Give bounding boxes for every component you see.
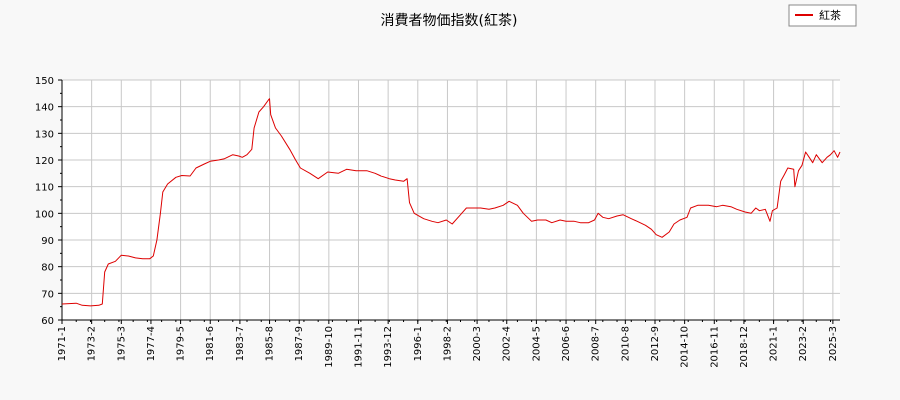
y-tick-label: 140 [35, 103, 54, 114]
x-tick-label: 2012-9 [650, 326, 661, 361]
x-axis: 1971-1 1973-2 1975-3 1977-4 1979-5 1981-6 1983… [57, 319, 840, 368]
y-tick-label: 70 [41, 289, 54, 300]
y-axis: 60 70 80 90 100 110 120 130 140 150 [35, 76, 63, 327]
x-tick-label: 2025-3 [828, 326, 839, 361]
y-tick-label: 100 [35, 209, 54, 220]
legend-label-tea: 紅茶 [819, 9, 841, 22]
x-tick-label: 2010-8 [620, 326, 631, 361]
x-tick-label: 1983-7 [235, 326, 246, 361]
x-tick-label: 1973-2 [87, 326, 98, 361]
plot-area [62, 80, 840, 320]
x-tick-label: 2006-6 [561, 326, 572, 361]
x-tick-label: 2002-4 [502, 326, 513, 361]
x-tick-label: 1985-8 [265, 326, 276, 361]
x-tick-label: 2018-12 [739, 326, 750, 368]
series-group [61, 98, 841, 307]
y-tick-label: 90 [41, 236, 54, 247]
x-tick-label: 2014-10 [680, 326, 691, 368]
x-tick-label: 1998-2 [442, 326, 453, 361]
chart-title: 消費者物価指数(紅茶) [381, 13, 518, 29]
grid [61, 79, 840, 321]
x-tick-label: 1979-5 [176, 326, 187, 361]
x-tick-label: 2004-5 [531, 326, 542, 361]
series-line-0 [61, 98, 841, 307]
x-tick-label: 2000-3 [472, 326, 483, 361]
legend: 紅茶 [788, 4, 857, 27]
x-tick-label: 1989-10 [324, 326, 335, 368]
x-tick-label: 1981-6 [205, 326, 216, 361]
x-tick-label: 1991-11 [353, 326, 364, 368]
x-tick-label: 2021-1 [769, 326, 780, 361]
legend-box [788, 4, 857, 27]
x-tick-label: 1996-1 [413, 326, 424, 361]
y-tick-label: 120 [35, 156, 54, 167]
x-tick-label: 2016-11 [709, 326, 720, 368]
y-tick-label: 60 [41, 316, 54, 327]
x-tick-label: 2008-7 [591, 326, 602, 361]
y-tick-label: 130 [35, 129, 54, 140]
x-tick-label: 2023-2 [798, 326, 809, 361]
x-tick-label: 1993-12 [383, 326, 394, 368]
x-tick-label: 1975-3 [116, 326, 127, 361]
y-tick-label: 80 [41, 263, 54, 274]
x-tick-label: 1971-1 [57, 326, 68, 361]
y-tick-label: 150 [35, 76, 54, 87]
x-tick-label: 1977-4 [146, 326, 157, 361]
y-tick-label: 110 [35, 183, 54, 194]
x-tick-label: 1987-9 [294, 326, 305, 361]
